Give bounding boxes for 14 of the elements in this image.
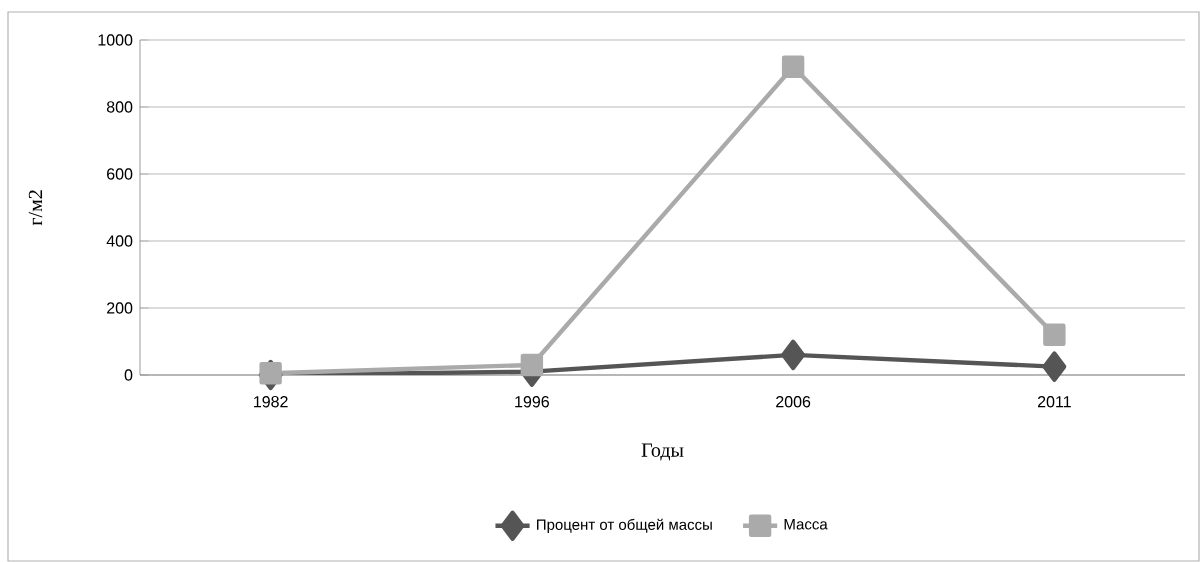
x-axis-title: Годы [641,443,684,461]
y-tick-label: 800 [106,101,133,113]
y-axis-title: г/м2 [28,190,43,226]
y-tick-label: 200 [107,302,133,314]
x-tick-label: 1982 [254,396,288,408]
y-tick-label: 600 [107,168,133,180]
x-tick-label: 2011 [1037,396,1071,408]
y-tick-label: 400 [106,235,133,247]
x-tick-label: 1996 [515,396,549,408]
x-tick-label: 2006 [776,396,811,408]
y-tick-label: 0 [124,369,133,381]
legend-label: Масса [784,519,828,530]
legend-label: Процент от общей массы [537,518,712,533]
y-tick-label: 1000 [98,34,133,46]
